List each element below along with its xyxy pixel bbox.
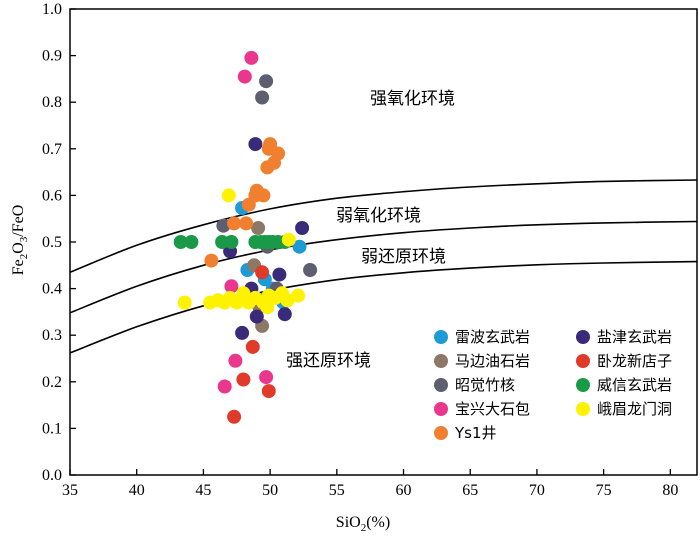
point-series-5-12 <box>261 141 276 156</box>
legend-label-1-2: 马边油石岩 <box>455 352 530 370</box>
y-tick-label-0.1: 0.1 <box>42 420 62 437</box>
point-series-4-1 <box>237 69 252 84</box>
legend-label-2-3: 威信玄武岩 <box>597 376 672 394</box>
point-series-4-6 <box>259 370 274 385</box>
x-axis-ticks: 35 40 45 50 55 60 65 70 75 80 <box>62 469 678 499</box>
point-series-9-14 <box>280 293 295 308</box>
x-axis-label-main: SiO <box>336 514 361 531</box>
y-axis-label: Fe2O3/FeO <box>10 205 30 276</box>
point-series-7-1 <box>227 409 242 424</box>
y-axis-label-subscript-2: 3 <box>18 236 30 242</box>
point-series-8-4 <box>224 235 239 249</box>
region-label-weak-oxidation: 弱氧化环境 <box>336 206 421 226</box>
legend-label-1-4: 宝兴大石包 <box>455 400 530 418</box>
legend-label-2-4: 峨眉龙门洞 <box>597 400 672 418</box>
x-tick-label-40: 40 <box>129 482 145 499</box>
point-series-3-3 <box>259 74 274 89</box>
x-tick-label-70: 70 <box>529 482 545 499</box>
x-axis-label-tail: (%) <box>366 514 390 531</box>
legend-marker-2-3 <box>576 378 590 392</box>
point-series-8-1 <box>173 235 188 249</box>
point-series-5-7 <box>256 188 271 203</box>
x-tick-label-55: 55 <box>329 482 345 499</box>
y-axis-ticks: 0.0 0.1 0.2 0.3 0.4 0.5 0.6 0.7 0.8 0.9 1.0 <box>42 1 76 484</box>
x-axis-label: SiO2(%) <box>336 514 390 534</box>
legend-marker-1-5 <box>434 426 448 440</box>
y-axis-label-part-b: O <box>10 242 27 254</box>
x-tick-label-35: 35 <box>62 482 78 499</box>
point-series-3-1 <box>216 218 231 233</box>
point-series-9-18 <box>260 300 275 315</box>
point-series-7-2 <box>236 372 251 387</box>
y-tick-label-0.9: 0.9 <box>42 48 62 65</box>
point-series-5-2 <box>227 216 242 231</box>
legend-marker-2-4 <box>576 402 590 416</box>
x-axis-label-subscript: 2 <box>361 522 367 534</box>
point-series-1-7 <box>292 239 307 254</box>
data-points <box>173 50 318 424</box>
y-axis-label-part-a: Fe <box>10 259 27 275</box>
x-tick-label-75: 75 <box>596 482 612 499</box>
legend-marker-2-2 <box>576 354 590 368</box>
point-series-3-2 <box>255 90 270 105</box>
point-series-6-1 <box>248 137 263 152</box>
y-tick-label-1.0: 1.0 <box>42 1 62 18</box>
point-series-4-4 <box>228 353 243 368</box>
legend-label-1-3: 昭觉竹核 <box>455 376 515 394</box>
point-series-7-5 <box>261 384 276 399</box>
point-series-4-5 <box>217 379 232 394</box>
boundary-curve-2 <box>69 220 698 314</box>
y-axis-label-part-c: /FeO <box>10 205 27 237</box>
y-tick-label-0.3: 0.3 <box>42 327 62 344</box>
y-tick-label-0.2: 0.2 <box>42 374 62 391</box>
point-series-9-1 <box>177 295 192 310</box>
legend-label-1-1: 雷波玄武岩 <box>455 328 530 346</box>
y-tick-label-0.7: 0.7 <box>42 141 62 158</box>
boundary-curve-3 <box>69 260 698 354</box>
legend-marker-1-2 <box>434 354 448 368</box>
y-tick-label-0.8: 0.8 <box>42 94 62 111</box>
legend-marker-2-1 <box>576 330 590 344</box>
boundary-curves <box>69 179 698 354</box>
point-series-5-3 <box>239 216 254 231</box>
region-label-strong-oxidation: 强氧化环境 <box>370 89 455 109</box>
region-label-strong-reduction: 强还原环境 <box>286 351 371 371</box>
point-series-7-3 <box>245 339 260 354</box>
legend-label-2-1: 盐津玄武岩 <box>597 328 672 346</box>
legend-marker-1-3 <box>434 378 448 392</box>
legend-label-1-5: Ys1井 <box>454 424 497 442</box>
point-series-4-3 <box>224 279 239 294</box>
x-tick-label-50: 50 <box>262 482 278 499</box>
x-tick-label-80: 80 <box>662 482 678 499</box>
point-series-6-5 <box>249 309 264 324</box>
legend-marker-1-1 <box>434 330 448 344</box>
legend-label-2-2: 卧龙新店子 <box>597 352 672 370</box>
point-series-2-2 <box>251 221 266 235</box>
point-series-6-3 <box>235 325 250 340</box>
point-series-8-2 <box>184 235 199 249</box>
y-tick-label-0.0: 0.0 <box>42 467 62 484</box>
region-label-weak-reduction: 弱还原环境 <box>361 247 446 267</box>
x-tick-label-65: 65 <box>462 482 478 499</box>
point-series-7-4 <box>255 265 270 280</box>
point-series-6-8 <box>295 221 310 235</box>
y-tick-label-0.4: 0.4 <box>42 281 62 298</box>
point-series-9-16 <box>221 188 236 203</box>
point-series-5-1 <box>204 253 219 268</box>
point-series-9-17 <box>281 232 296 247</box>
point-series-4-2 <box>244 50 259 65</box>
point-series-6-7 <box>277 307 292 322</box>
y-axis-label-subscript-1: 2 <box>18 254 30 260</box>
y-tick-label-0.6: 0.6 <box>42 187 62 204</box>
point-series-6-6 <box>272 267 287 282</box>
y-tick-label-0.5: 0.5 <box>42 234 62 251</box>
point-series-3-5 <box>303 263 318 277</box>
legend-marker-1-4 <box>434 402 448 416</box>
boundary-curve-1 <box>69 179 698 274</box>
x-tick-label-60: 60 <box>396 482 412 499</box>
point-series-9-15 <box>291 288 306 303</box>
x-tick-label-45: 45 <box>195 482 211 499</box>
